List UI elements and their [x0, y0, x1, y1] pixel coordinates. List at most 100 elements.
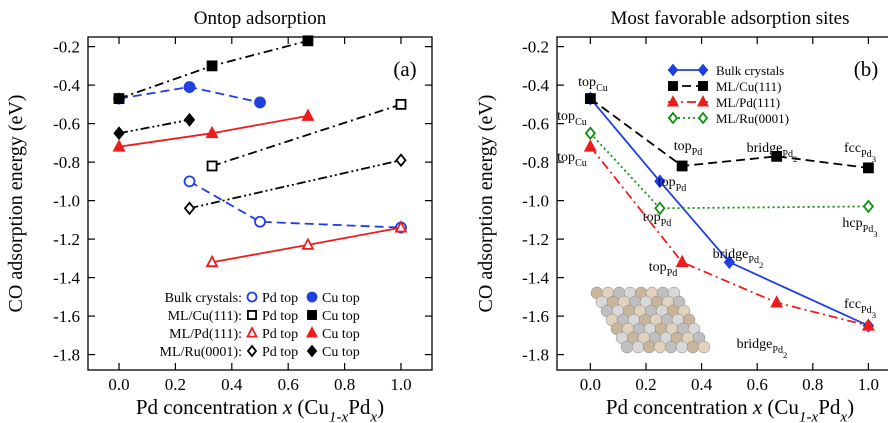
legend-marker	[246, 344, 258, 358]
text-part: )	[847, 395, 854, 419]
y-tick-label: -1.4	[522, 269, 549, 288]
series-line	[589, 97, 869, 169]
text-part: 2	[759, 260, 763, 270]
slab-atom	[697, 340, 711, 354]
y-tick-label: -1.2	[522, 230, 549, 249]
marker	[584, 93, 596, 104]
x-axis-label: Pd concentration x (Cu1-xPdx)	[606, 395, 854, 423]
marker	[583, 139, 597, 152]
text-part: top	[557, 150, 575, 165]
text-part: 1-x	[799, 409, 819, 423]
marker	[861, 318, 875, 331]
marker	[206, 160, 218, 172]
text-part: Pd	[748, 255, 759, 266]
text-part: hcp	[842, 216, 862, 231]
marker	[862, 199, 875, 214]
y-tick-label: -1.0	[522, 192, 549, 211]
legend-marker	[306, 326, 318, 338]
text-part: x	[282, 395, 293, 419]
text-part: Pd	[667, 268, 678, 279]
marker	[394, 220, 408, 233]
annotation: bridgePd2	[713, 247, 764, 270]
y-tick-label: -1.2	[53, 230, 80, 249]
marker	[205, 125, 219, 139]
marker	[667, 111, 679, 125]
text-part: )	[377, 395, 384, 419]
marker	[697, 111, 709, 125]
x-axis-label: Pd concentration x (Cu1-xPdx)	[136, 395, 384, 423]
annotation: topCu	[578, 75, 608, 94]
text-part: Pd	[861, 305, 872, 316]
text-part: x	[752, 395, 763, 419]
x-tick-label: 0.2	[635, 375, 656, 394]
y-tick-label: -0.8	[53, 153, 80, 172]
text-part: 3	[872, 154, 876, 164]
marker	[584, 126, 597, 141]
plot-frame	[556, 36, 888, 371]
slab-atom	[664, 340, 678, 354]
text-part: Pd	[782, 149, 793, 160]
marker	[112, 139, 126, 152]
y-tick-label: -1.8	[53, 346, 80, 365]
marker	[675, 254, 689, 268]
legend-label: Cu top	[322, 345, 360, 360]
annotation: bridgePd2	[747, 141, 798, 164]
y-tick-label: -1.4	[53, 269, 80, 288]
y-tick-label: -0.8	[522, 153, 549, 172]
marker	[301, 237, 315, 250]
text-part: 3	[873, 229, 877, 239]
legend-group: ML/Cu(111):	[168, 309, 242, 324]
series-line	[118, 118, 190, 135]
text-part: bridge	[747, 141, 783, 156]
x-tick-label: 0.2	[165, 375, 186, 394]
text-part: 3	[872, 310, 876, 320]
text-part: 2	[793, 154, 797, 164]
text-part: Cu	[575, 117, 587, 128]
marker	[302, 35, 314, 47]
y-tick-label: -0.2	[53, 38, 80, 57]
legend-label: Pd top	[262, 345, 298, 360]
text-part: Pd	[692, 147, 703, 158]
x-tick-label: 1.0	[390, 375, 411, 394]
text-part: Pd	[348, 395, 371, 419]
text-part: top	[658, 175, 676, 190]
marker	[205, 254, 219, 268]
text-part: Pd concentration	[136, 395, 283, 419]
text-part: top	[643, 210, 661, 225]
legend-label: ML/Cu(111)	[716, 79, 781, 94]
marker	[113, 93, 125, 104]
y-tick-label: -0.2	[522, 38, 549, 57]
text-part: fcc	[844, 141, 861, 156]
legend-marker	[247, 310, 257, 320]
marker	[654, 201, 666, 216]
y-tick-label: -0.4	[522, 76, 549, 95]
series-line	[589, 98, 869, 327]
x-tick-label: 0.8	[334, 375, 355, 394]
series-line	[589, 132, 869, 210]
marker	[183, 201, 196, 216]
text-part: top	[557, 109, 575, 124]
slab-atom	[620, 340, 634, 354]
marker	[183, 175, 196, 188]
y-tick-label: -0.4	[53, 76, 80, 95]
marker	[301, 108, 315, 121]
y-tick-label: -1.6	[53, 307, 80, 326]
legend-marker	[246, 291, 258, 303]
text-part: (Cu	[762, 395, 799, 419]
marker	[697, 95, 709, 107]
legend-label: Cu top	[322, 327, 360, 342]
legend-group: ML/Pd(111):	[169, 327, 242, 342]
x-tick-label: 0.6	[747, 375, 768, 394]
text-part: fcc	[844, 297, 861, 312]
x-tick-label: 0.4	[221, 375, 243, 394]
legend-label: Pd top	[262, 309, 298, 324]
legend-label: ML/Ru(0001)	[716, 111, 789, 126]
y-tick-label: -1.0	[53, 192, 80, 211]
text-part: 1-x	[329, 409, 349, 423]
marker	[254, 96, 266, 109]
annotation: fccPd3	[844, 141, 876, 164]
chart-title: Ontop adsorption	[194, 8, 327, 29]
marker	[667, 63, 679, 77]
